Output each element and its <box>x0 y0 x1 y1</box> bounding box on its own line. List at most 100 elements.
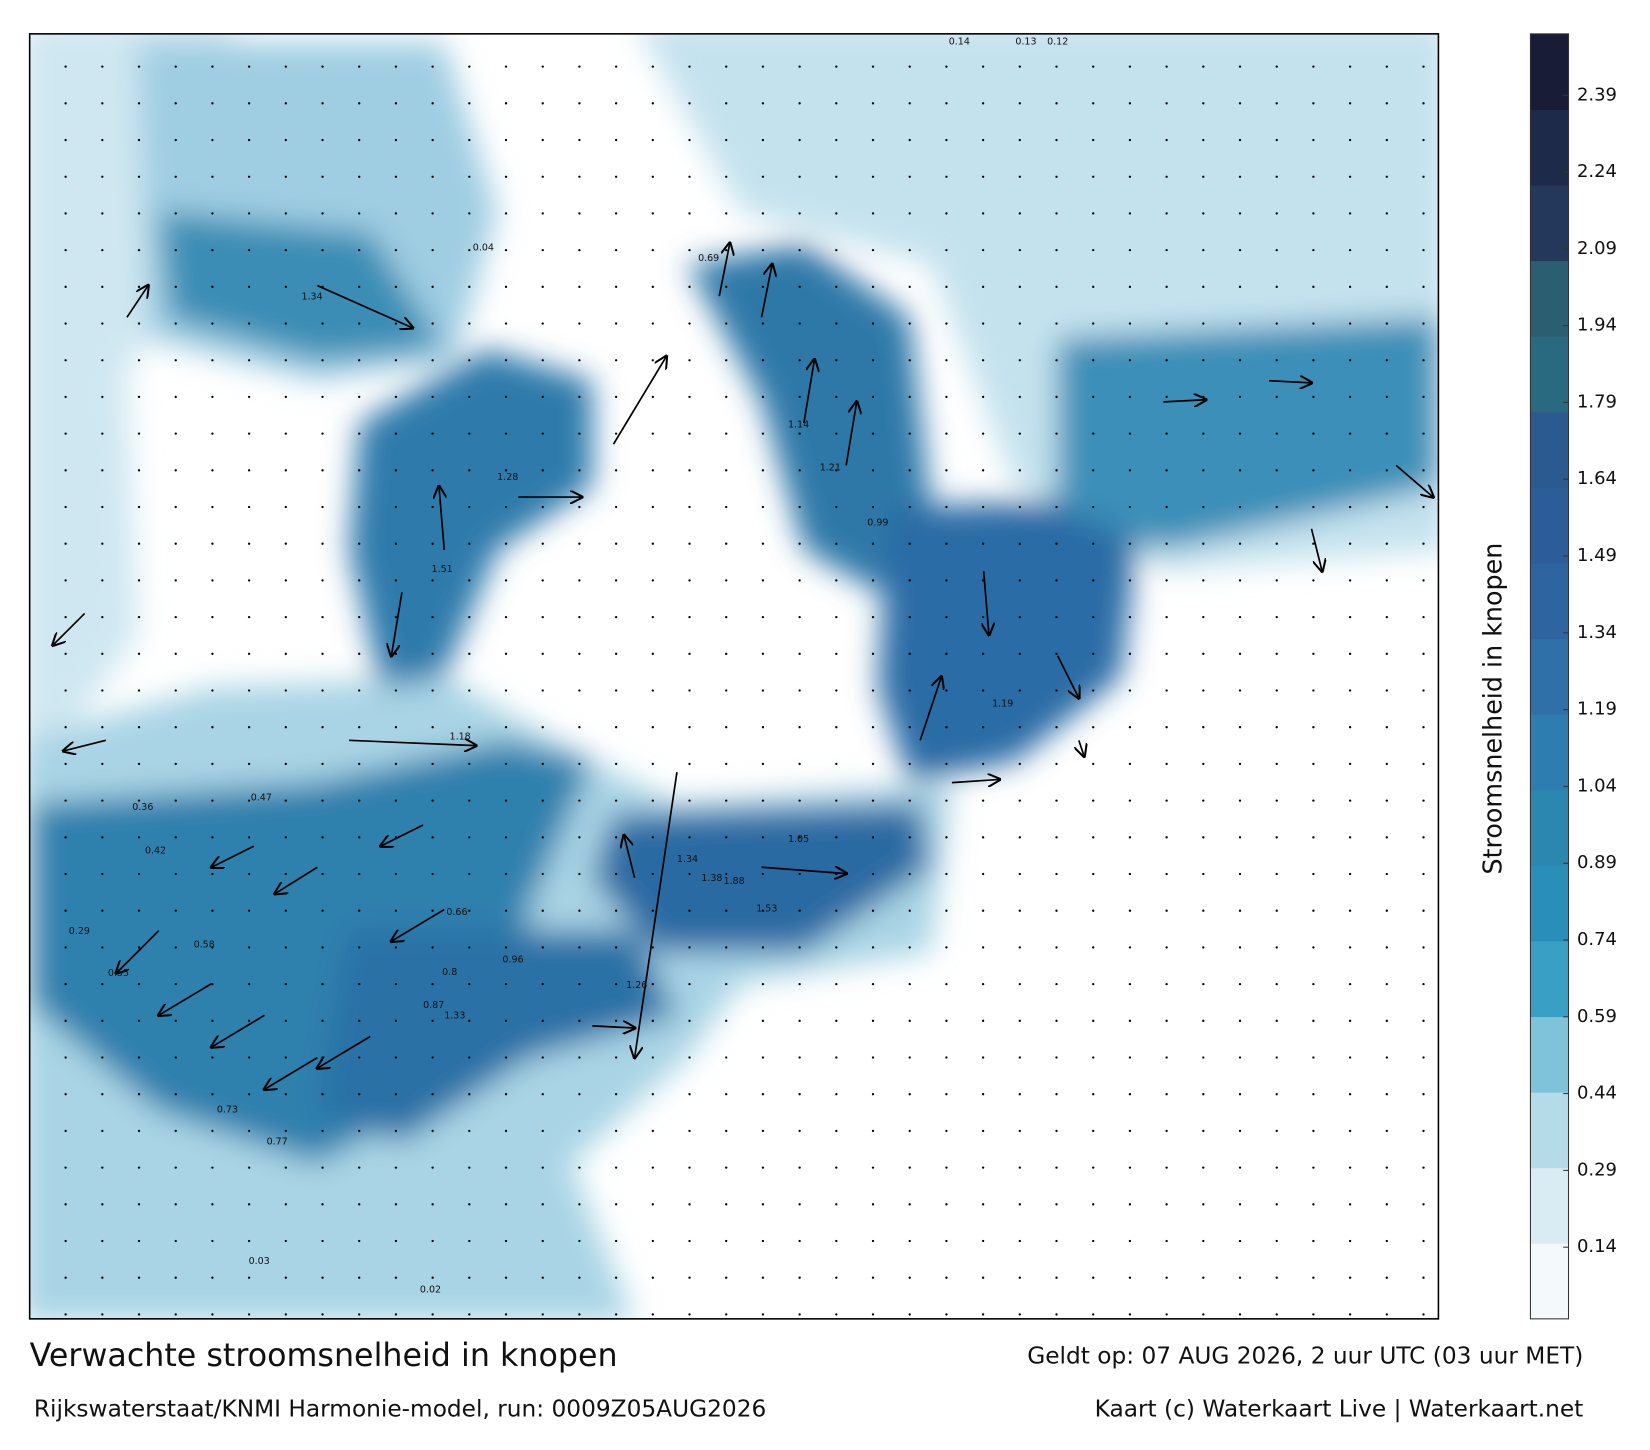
grid-dot <box>394 1239 398 1243</box>
grid-dot <box>1018 579 1021 582</box>
grid-dot <box>504 505 508 509</box>
grid-dot <box>1312 542 1315 545</box>
grid-dot <box>908 212 911 215</box>
grid-dot <box>688 469 691 472</box>
grid-dot <box>651 579 654 582</box>
grid-dot <box>1055 248 1058 252</box>
grid-dot <box>1312 1056 1315 1059</box>
grid-dot <box>1128 836 1132 839</box>
grid-dot <box>871 285 875 288</box>
grid-dot <box>835 1239 838 1243</box>
grid-dot <box>1055 542 1058 545</box>
grid-dot <box>945 138 948 142</box>
grid-dot <box>394 285 398 288</box>
grid-dot <box>394 102 398 105</box>
grid-dot <box>137 138 141 142</box>
grid-dot <box>64 615 67 619</box>
grid-dot <box>211 359 214 362</box>
grid-dot <box>247 982 251 986</box>
grid-dot <box>1202 248 1205 252</box>
grid-dot <box>945 175 948 178</box>
grid-dot <box>468 1093 471 1096</box>
grid-dot <box>1312 836 1315 839</box>
grid-dot <box>137 836 141 839</box>
colorbar-band <box>1530 714 1569 791</box>
grid-dot <box>614 872 618 876</box>
grid-dot <box>835 836 838 839</box>
grid-dot <box>1385 1166 1388 1169</box>
grid-dot <box>1165 138 1168 142</box>
colorbar-tick-label: 1.04 <box>1577 775 1617 796</box>
grid-dot <box>468 138 471 142</box>
grid-dot <box>981 359 985 362</box>
grid-dot <box>504 65 508 68</box>
grid-dot <box>688 542 691 545</box>
grid-dot <box>578 689 581 692</box>
grid-dot <box>578 285 581 288</box>
grid-dot <box>798 579 801 582</box>
grid-dot <box>688 1276 691 1279</box>
grid-dot <box>761 726 765 729</box>
grid-dot <box>1238 1129 1242 1133</box>
current-arrow <box>624 836 636 879</box>
grid-dot <box>835 395 838 399</box>
grid-dot <box>468 1056 471 1059</box>
grid-dot <box>1238 836 1242 839</box>
grid-dot <box>541 212 544 215</box>
grid-dot <box>945 946 948 949</box>
grid-dot <box>578 652 581 655</box>
grid-dot <box>64 542 67 545</box>
grid-dot <box>358 65 361 68</box>
grid-dot <box>1275 1019 1278 1022</box>
grid-dot <box>578 395 581 399</box>
grid-dot <box>1018 799 1021 802</box>
grid-dot <box>651 652 654 655</box>
grid-dot <box>101 946 104 949</box>
grid-dot <box>835 909 838 912</box>
grid-dot <box>174 909 177 912</box>
grid-dot <box>1275 1093 1278 1096</box>
colorbar-label: Stroomsnelheid in knopen <box>1477 543 1507 875</box>
grid-dot <box>871 946 875 949</box>
grid-dot <box>284 982 287 986</box>
grid-dot <box>725 762 728 766</box>
grid-dot <box>1312 799 1315 802</box>
grid-dot <box>1202 1166 1205 1169</box>
grid-dot <box>798 799 801 802</box>
map-title: Verwachte stroomsnelheid in knopen <box>30 1338 618 1374</box>
grid-dot <box>1275 909 1278 912</box>
grid-dot <box>761 542 765 545</box>
grid-dot <box>761 102 765 105</box>
grid-dot <box>725 615 728 619</box>
grid-dot <box>835 1019 838 1022</box>
grid-dot <box>284 1019 287 1022</box>
grid-dot <box>211 1056 214 1059</box>
grid-dot <box>798 469 801 472</box>
grid-dot <box>688 395 691 399</box>
grid-dot <box>64 505 67 509</box>
grid-dot <box>1202 175 1205 178</box>
grid-dot <box>578 726 581 729</box>
grid-dot <box>211 909 214 912</box>
grid-dot <box>1055 505 1058 509</box>
grid-dot <box>945 359 948 362</box>
grid-dot <box>504 1056 508 1059</box>
grid-dot <box>1092 1019 1095 1022</box>
grid-dot <box>1092 1203 1095 1206</box>
grid-dot <box>468 248 471 252</box>
grid-dot <box>1165 1056 1168 1059</box>
grid-dot <box>1165 322 1168 325</box>
grid-dot <box>1055 689 1058 692</box>
grid-dot <box>504 542 508 545</box>
grid-dot <box>1422 836 1425 839</box>
colorbar-tick-label: 1.19 <box>1577 699 1617 720</box>
grid-dot <box>1202 946 1205 949</box>
grid-dot <box>174 505 177 509</box>
grid-dot <box>1128 1056 1132 1059</box>
current-arrow <box>439 487 444 551</box>
grid-dot <box>1055 1203 1058 1206</box>
grid-dot <box>101 432 104 435</box>
grid-dot <box>1018 432 1021 435</box>
grid-dot <box>137 652 141 655</box>
grid-dot <box>651 505 654 509</box>
